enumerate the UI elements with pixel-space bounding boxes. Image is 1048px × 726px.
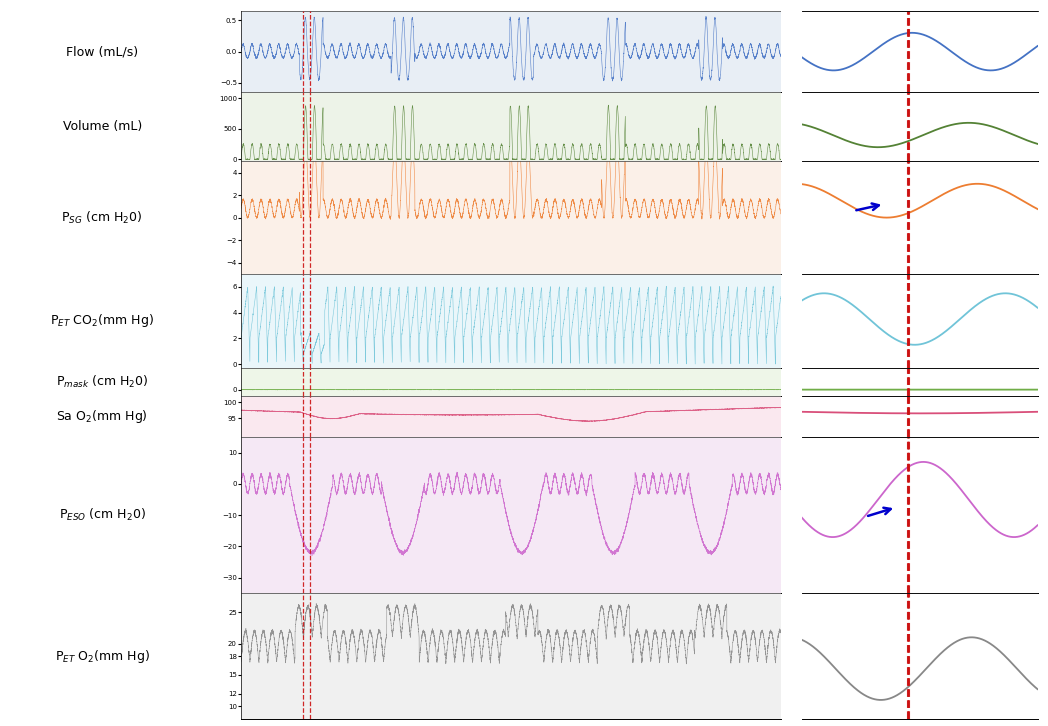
Text: P$_{ET}$ O$_2$(mm Hg): P$_{ET}$ O$_2$(mm Hg) bbox=[54, 648, 150, 664]
Text: Sa O$_2$(mm Hg): Sa O$_2$(mm Hg) bbox=[57, 408, 148, 425]
Text: P$_{ESO}$ (cm H$_2$0): P$_{ESO}$ (cm H$_2$0) bbox=[59, 507, 146, 523]
Text: P$_{ET}$ CO$_2$(mm Hg): P$_{ET}$ CO$_2$(mm Hg) bbox=[50, 312, 154, 330]
Text: Volume (mL): Volume (mL) bbox=[63, 121, 141, 134]
Text: P$_{SG}$ (cm H$_2$0): P$_{SG}$ (cm H$_2$0) bbox=[62, 210, 143, 226]
Text: Flow (mL/s): Flow (mL/s) bbox=[66, 45, 138, 58]
Text: P$_{mask}$ (cm H$_2$0): P$_{mask}$ (cm H$_2$0) bbox=[56, 374, 149, 390]
